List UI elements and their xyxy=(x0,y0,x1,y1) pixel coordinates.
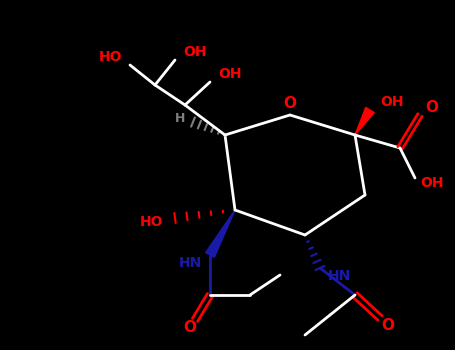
Text: OH: OH xyxy=(420,176,444,190)
Text: HN: HN xyxy=(328,269,351,283)
Text: O: O xyxy=(283,96,297,111)
Text: HO: HO xyxy=(98,50,122,64)
Text: HO: HO xyxy=(140,215,163,229)
Polygon shape xyxy=(355,107,374,135)
Text: O: O xyxy=(183,321,197,336)
Text: O: O xyxy=(425,99,438,114)
Text: OH: OH xyxy=(183,45,207,59)
Text: OH: OH xyxy=(218,67,242,81)
Text: HN: HN xyxy=(179,256,202,270)
Text: O: O xyxy=(381,318,394,334)
Text: OH: OH xyxy=(380,95,404,109)
Polygon shape xyxy=(206,210,235,258)
Text: H: H xyxy=(175,112,185,125)
